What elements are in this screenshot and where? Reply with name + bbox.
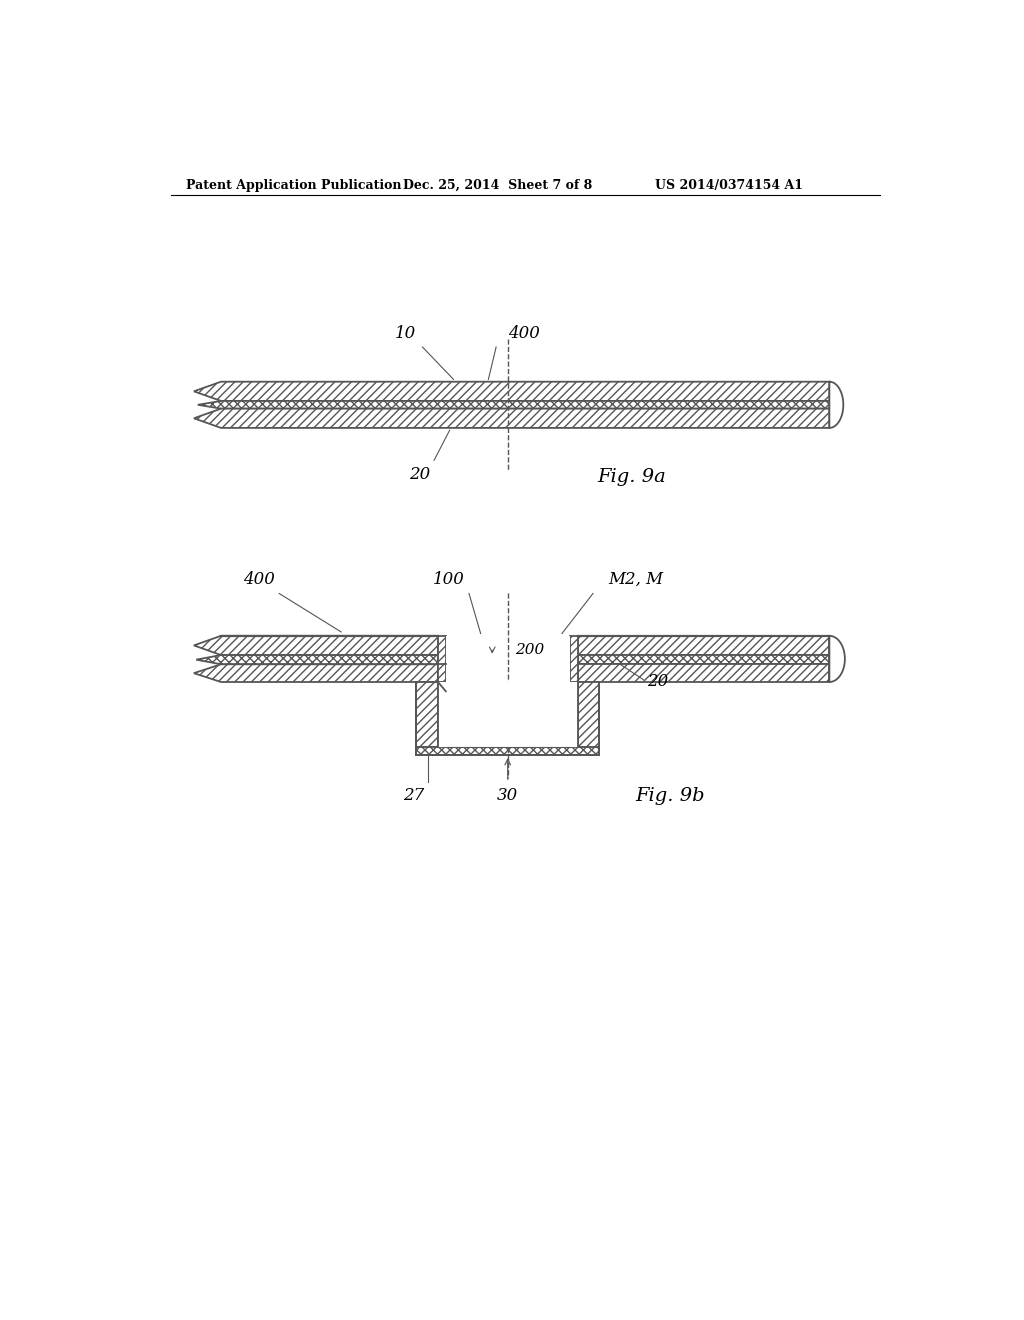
Text: 30: 30 [497, 788, 518, 804]
Text: 20: 20 [409, 466, 430, 483]
Polygon shape [198, 401, 829, 409]
Text: M2, M: M2, M [608, 572, 664, 589]
Polygon shape [417, 682, 438, 747]
Polygon shape [569, 636, 578, 682]
Polygon shape [438, 682, 578, 747]
Text: 200: 200 [515, 643, 545, 657]
Text: 27: 27 [402, 788, 424, 804]
Polygon shape [194, 664, 438, 682]
Polygon shape [578, 664, 829, 682]
Text: 100: 100 [433, 572, 465, 589]
Text: 400: 400 [244, 572, 275, 589]
Text: Fig. 9b: Fig. 9b [636, 788, 706, 805]
Polygon shape [829, 636, 845, 682]
Text: Patent Application Publication: Patent Application Publication [186, 178, 401, 191]
Polygon shape [438, 636, 445, 682]
Polygon shape [194, 381, 829, 401]
Text: 20: 20 [647, 673, 669, 690]
Polygon shape [417, 747, 599, 755]
Text: Dec. 25, 2014  Sheet 7 of 8: Dec. 25, 2014 Sheet 7 of 8 [403, 178, 592, 191]
Text: Fig. 9a: Fig. 9a [597, 469, 667, 486]
Polygon shape [194, 409, 829, 428]
Polygon shape [197, 655, 438, 664]
Text: US 2014/0374154 A1: US 2014/0374154 A1 [655, 178, 803, 191]
Polygon shape [578, 682, 599, 747]
Polygon shape [194, 636, 438, 655]
Text: 400: 400 [508, 325, 540, 342]
Polygon shape [445, 636, 569, 682]
Polygon shape [829, 381, 844, 428]
Text: 10: 10 [395, 325, 417, 342]
Polygon shape [578, 636, 829, 655]
Polygon shape [578, 655, 829, 664]
